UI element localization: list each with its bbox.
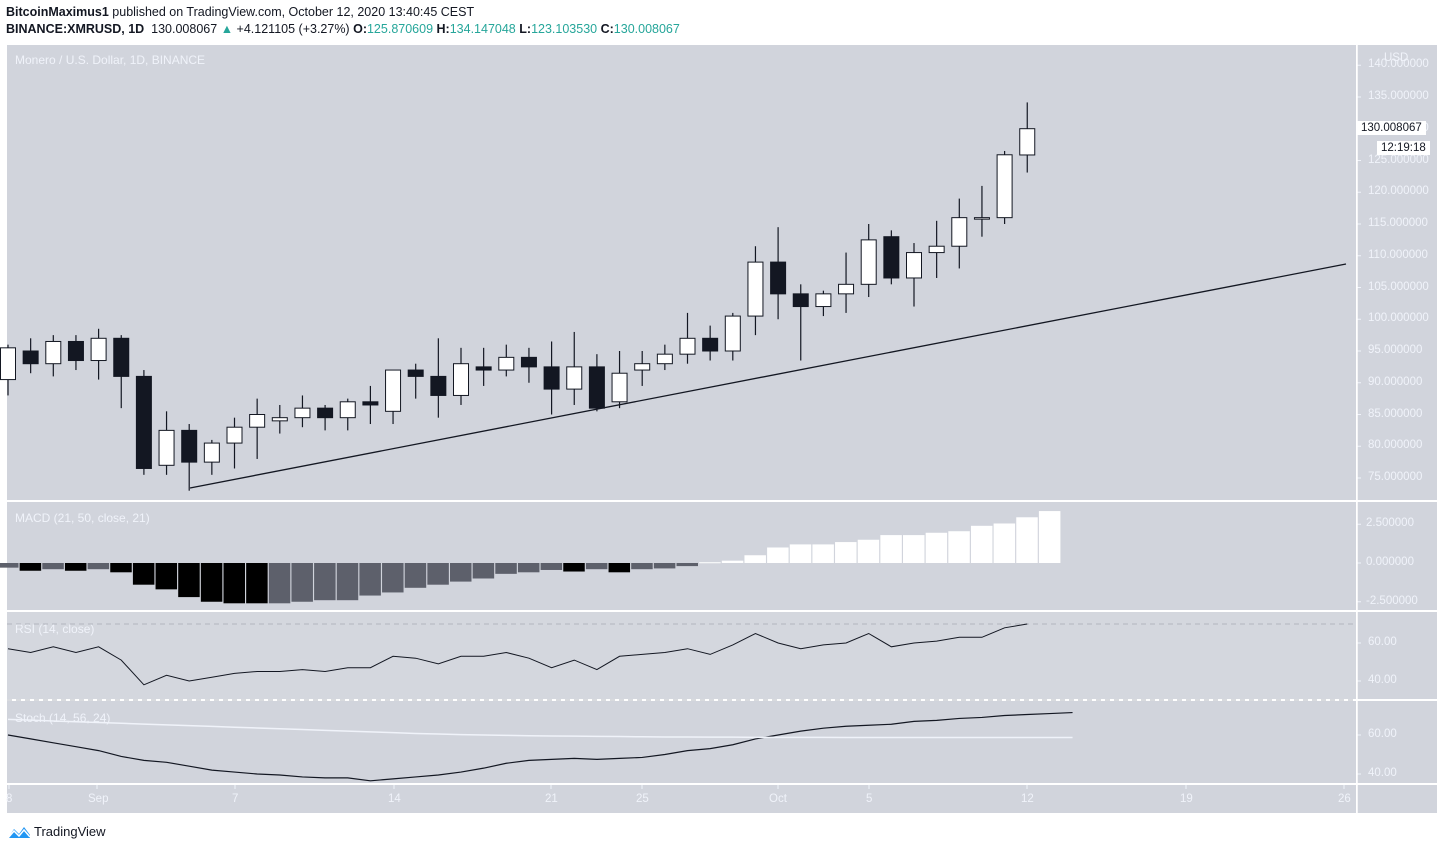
price-tick: 140.000000 [1368,58,1429,71]
publish-info: BitcoinMaximus1 published on TradingView… [6,5,474,19]
time-tick: 12 [1021,793,1034,805]
price-tick: 80.000000 [1368,439,1423,452]
symbol-info: BINANCE:XMRUSD, 1D 130.008067 ▲ +4.12110… [6,22,680,36]
price-tick: 95.000000 [1368,344,1423,356]
time-tick: Sep [88,793,109,805]
symbol-label: BINANCE:XMRUSD, 1D [6,22,145,36]
currency-label: USD [1384,52,1409,64]
open-value: 125.870609 [366,22,434,36]
author-name[interactable]: BitcoinMaximus1 [6,5,109,19]
close-value: 130.008067 [613,22,680,36]
price-tick: 120.000000 [1368,185,1429,198]
price-pane[interactable] [7,45,1356,500]
time-tick: 5 [866,793,873,805]
last-price: 130.008067 [151,22,218,36]
price-tick: 115.000000 [1368,217,1428,229]
main-pane-title: Monero / U.S. Dollar, 1D, BINANCE [15,53,206,67]
time-tick: 19 [1180,793,1193,805]
countdown-tag: 12:19:18 [1377,141,1430,155]
rsi-pane[interactable] [7,612,1356,699]
close-label: C: [600,22,614,36]
low-label: L: [519,22,532,36]
stoch-tick: 40.00 [1368,767,1397,779]
time-tick: 8 [6,793,13,805]
high-value: 134.147048 [449,22,516,36]
macd-tick: 0.000000 [1366,556,1414,568]
price-tick: 105.000000 [1368,280,1429,293]
price-tick: 85.000000 [1368,407,1423,420]
tradingview-logo[interactable]: TradingView [8,824,106,839]
price-tick: 110.000000 [1368,248,1428,261]
time-tick: 21 [545,793,558,805]
rsi-tick: 40.00 [1368,674,1397,686]
change-value: +4.121105 (+3.27%) [236,22,350,36]
tradingview-logo-icon [8,826,30,838]
axis-corner [1357,785,1437,813]
brand-name: TradingView [34,824,106,839]
macd-title: MACD (21, 50, close, 21) [15,511,150,525]
time-tick: 14 [388,793,401,805]
triangle-up-icon: ▲ [220,22,234,36]
time-tick: 26 [1338,793,1351,805]
time-axis[interactable] [7,785,1356,813]
rsi-axis[interactable] [1357,612,1437,699]
last-price-tag: 130.008067 [1357,121,1426,135]
stoch-tick: 60.00 [1368,728,1397,740]
price-tick: 75.000000 [1368,471,1423,483]
stoch-title: Stoch (14, 56, 24) [15,711,111,725]
time-tick: 7 [232,793,239,805]
high-label: H: [436,22,450,36]
rsi-title: RSI (14, close) [15,622,95,636]
time-tick: 25 [636,793,649,805]
time-tick: Oct [769,793,787,805]
macd-axis[interactable] [1357,502,1437,610]
price-axis[interactable] [1357,45,1437,500]
open-label: O: [353,22,367,36]
stoch-axis[interactable] [1357,701,1437,783]
price-tick: 125.000000 [1368,153,1429,166]
price-tick: 135.000000 [1368,90,1429,102]
publish-text: published on TradingView.com, October 12… [108,5,475,19]
macd-tick: 2.500000 [1366,517,1414,530]
price-tick: 100.000000 [1368,312,1429,325]
macd-tick: -2.500000 [1366,594,1418,607]
low-value: 123.103530 [531,22,598,36]
price-tick: 90.000000 [1368,375,1423,388]
rsi-tick: 60.00 [1368,636,1397,648]
stoch-pane[interactable] [7,701,1356,783]
